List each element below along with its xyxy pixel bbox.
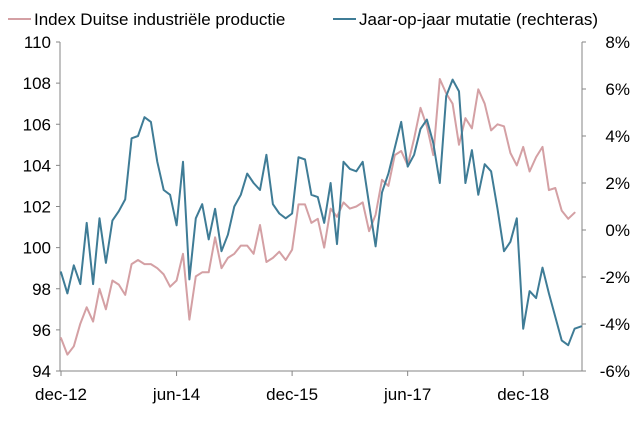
left-axis-tick-label: 96 (32, 321, 51, 340)
left-axis-tick-label: 100 (23, 239, 51, 258)
right-axis-tick-label: 2% (605, 174, 630, 193)
series-line-yoy (60, 78, 582, 347)
right-axis-tick-label: 0% (605, 221, 630, 240)
x-axis-tick-label: jun-14 (152, 385, 200, 404)
legend-label-yoy: Jaar-op-jaar mutatie (rechteras) (359, 10, 598, 29)
right-axis-tick-label: 4% (605, 127, 630, 146)
legend: Index Duitse industriële productie Jaar-… (8, 10, 598, 29)
left-axis-tick-labels: 94 96 98 100 102 104 106 108 110 (23, 33, 51, 381)
right-axis-tick-label: 8% (605, 33, 630, 52)
x-axis-tick-label: dec-12 (35, 385, 87, 404)
right-axis-tick-labels: -6% -4% -2% 0% 2% 4% 6% 8% (600, 33, 630, 381)
series-group (60, 78, 582, 356)
left-axis-tick-label: 110 (24, 33, 51, 52)
left-axis-tick-label: 94 (32, 362, 51, 381)
x-axis-tick-label: dec-15 (266, 385, 318, 404)
axes (56, 41, 586, 376)
legend-label-index: Index Duitse industriële productie (34, 10, 285, 29)
right-axis-tick-label: -2% (600, 268, 630, 287)
x-axis-tick-label: dec-18 (497, 385, 549, 404)
left-axis-tick-label: 102 (23, 198, 51, 217)
x-axis-tick-labels: dec-12 jun-14 dec-15 jun-17 dec-18 (35, 385, 549, 404)
right-axis-tick-label: -6% (600, 362, 630, 381)
left-axis-tick-label: 98 (32, 280, 51, 299)
right-axis-tick-label: 6% (605, 80, 630, 99)
left-axis-tick-label: 108 (23, 74, 51, 93)
left-axis-tick-label: 104 (23, 156, 51, 175)
right-axis-tick-label: -4% (600, 315, 630, 334)
x-axis-tick-label: jun-17 (383, 385, 431, 404)
left-axis-tick-label: 106 (23, 115, 51, 134)
series-line-index (60, 78, 576, 356)
